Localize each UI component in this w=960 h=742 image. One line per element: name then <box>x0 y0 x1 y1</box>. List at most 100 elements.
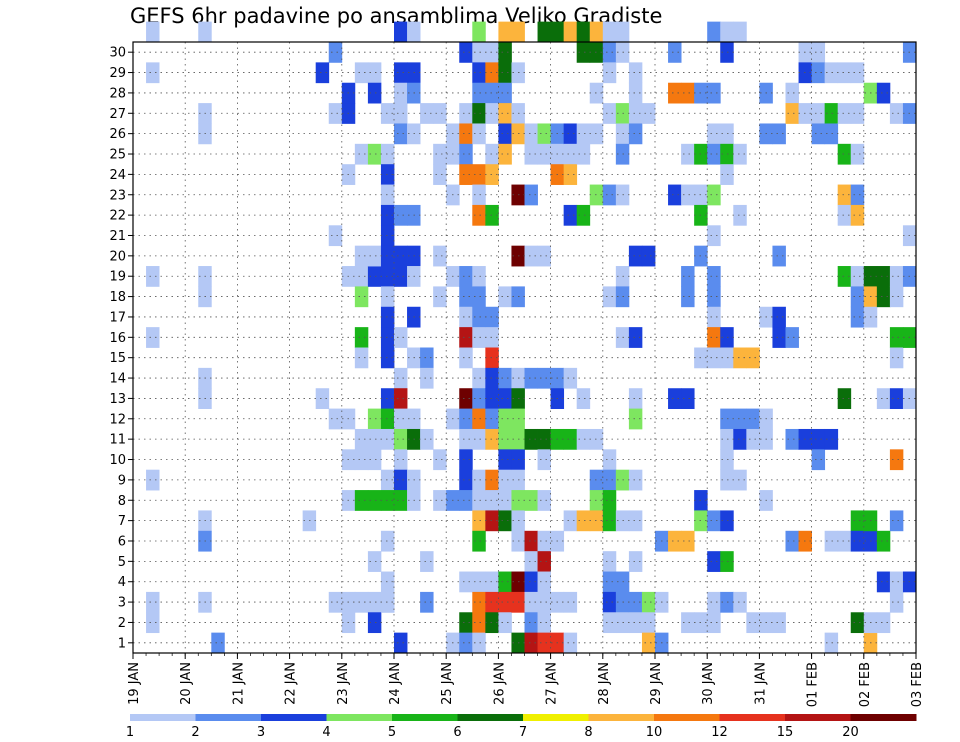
heatmap-cell <box>485 306 499 328</box>
heatmap-cell <box>628 327 643 348</box>
heatmap-cell <box>720 591 734 613</box>
y-tick-label: 13 <box>109 392 126 407</box>
heatmap-cell <box>707 510 721 532</box>
heatmap-cell <box>524 591 538 613</box>
heatmap-cell <box>628 62 643 84</box>
heatmap-cell <box>472 286 486 308</box>
legend-label: 6 <box>453 725 461 740</box>
heatmap-cell <box>811 428 826 450</box>
legend-swatch <box>785 714 851 721</box>
heatmap-cell <box>367 490 382 511</box>
y-tick-label: 10 <box>109 453 126 468</box>
heatmap-cell <box>367 245 382 267</box>
heatmap-cell <box>524 632 538 654</box>
y-tick-label: 18 <box>109 290 126 305</box>
heatmap-cell <box>380 164 395 185</box>
heatmap-cell <box>733 21 747 43</box>
heatmap-cell <box>733 143 747 165</box>
x-tick-label: 25 JAN <box>440 662 455 705</box>
legend-swatch <box>719 714 786 721</box>
heatmap-cell <box>380 286 395 308</box>
heatmap-cell <box>537 123 551 145</box>
heatmap-cell <box>146 469 160 491</box>
heatmap-cell <box>394 388 408 409</box>
heatmap-cell <box>485 612 499 634</box>
heatmap-cell <box>354 327 369 348</box>
heatmap-cell <box>889 510 904 532</box>
heatmap-cell <box>472 510 486 532</box>
heatmap-cell <box>602 21 617 43</box>
heatmap-cell <box>380 103 395 124</box>
heatmap-cell <box>485 367 499 389</box>
x-tick-label: 19 JAN <box>127 662 142 705</box>
heatmap-cell <box>380 225 395 247</box>
heatmap-cell <box>380 591 395 613</box>
heatmap-cell <box>146 327 160 348</box>
heatmap-cell <box>681 388 695 409</box>
heatmap-cell <box>641 632 656 654</box>
heatmap-cell <box>472 306 486 328</box>
heatmap-cell <box>459 428 473 450</box>
heatmap-cell <box>850 266 865 287</box>
heatmap-cell <box>772 306 786 328</box>
legend-swatch <box>326 714 393 721</box>
heatmap-cell <box>498 103 512 124</box>
y-tick-label: 22 <box>109 209 126 224</box>
legend-label: 5 <box>388 725 396 740</box>
heatmap-cell <box>589 21 604 43</box>
heatmap-cell <box>837 530 852 552</box>
heatmap-cell <box>707 612 721 634</box>
y-tick-label: 7 <box>118 514 126 529</box>
heatmap-cell <box>707 123 721 145</box>
heatmap-cell <box>837 184 852 206</box>
heatmap-cell <box>380 245 395 267</box>
heatmap-cell <box>576 510 591 532</box>
heatmap-cell <box>837 103 852 124</box>
heatmap-cell <box>733 469 747 491</box>
heatmap-cell <box>850 184 865 206</box>
heatmap-cell <box>472 490 486 511</box>
heatmap-cell <box>563 510 578 532</box>
heatmap-cell <box>394 469 408 491</box>
heatmap-cell <box>459 571 473 593</box>
heatmap-cell <box>315 388 330 409</box>
y-tick-label: 29 <box>109 66 126 81</box>
heatmap-cell <box>354 245 369 267</box>
heatmap-cell <box>641 612 656 634</box>
heatmap-cell <box>628 245 643 267</box>
heatmap-cell <box>811 123 826 145</box>
heatmap-cell <box>472 204 486 226</box>
y-tick-label: 27 <box>109 107 126 122</box>
heatmap-cell <box>876 82 891 104</box>
heatmap-cell <box>328 225 343 247</box>
heatmap-cell <box>354 286 369 308</box>
heatmap-cell <box>498 408 512 430</box>
heatmap-cell <box>498 62 512 84</box>
heatmap-cell <box>367 408 382 430</box>
heatmap-cell <box>472 388 486 409</box>
x-tick-label: 29 JAN <box>649 662 664 705</box>
heatmap-cell <box>380 347 395 369</box>
heatmap-cell <box>459 612 473 634</box>
heatmap-cell <box>367 143 382 165</box>
heatmap-cell <box>707 21 721 43</box>
heatmap-cell <box>394 245 408 267</box>
heatmap-cell <box>876 571 891 593</box>
heatmap-cell <box>146 591 160 613</box>
heatmap-cell <box>354 591 369 613</box>
heatmap-cell <box>720 551 734 572</box>
grid-layer <box>133 42 916 653</box>
heatmap-cell <box>641 245 656 267</box>
heatmap-cell <box>485 82 499 104</box>
legend-swatch <box>523 714 589 721</box>
heatmap-cell <box>459 164 473 185</box>
heatmap-cell <box>563 204 578 226</box>
heatmap-cell <box>459 42 473 63</box>
legend-swatch <box>588 714 655 721</box>
heatmap-cell <box>459 408 473 430</box>
heatmap-cell <box>537 612 551 634</box>
heatmap-cell <box>394 123 408 145</box>
heatmap-cell <box>628 469 643 491</box>
heatmap-cell <box>889 327 904 348</box>
